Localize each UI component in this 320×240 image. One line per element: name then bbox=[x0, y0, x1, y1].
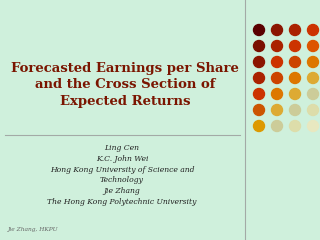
Circle shape bbox=[271, 72, 283, 84]
Circle shape bbox=[253, 56, 265, 67]
Circle shape bbox=[290, 89, 300, 100]
Circle shape bbox=[271, 24, 283, 36]
Circle shape bbox=[290, 24, 300, 36]
Circle shape bbox=[253, 120, 265, 132]
Circle shape bbox=[290, 120, 300, 132]
Circle shape bbox=[253, 104, 265, 115]
Circle shape bbox=[308, 72, 318, 84]
Circle shape bbox=[308, 41, 318, 52]
Circle shape bbox=[253, 89, 265, 100]
Circle shape bbox=[253, 72, 265, 84]
Circle shape bbox=[271, 41, 283, 52]
Circle shape bbox=[271, 104, 283, 115]
Text: Ling Cen
K.C. John Wei
Hong Kong University of Science and
Technology
Jie Zhang
: Ling Cen K.C. John Wei Hong Kong Univers… bbox=[47, 144, 197, 206]
Text: Jie Zhang, HKPU: Jie Zhang, HKPU bbox=[8, 227, 59, 232]
Circle shape bbox=[308, 24, 318, 36]
Circle shape bbox=[253, 24, 265, 36]
Circle shape bbox=[308, 89, 318, 100]
Circle shape bbox=[271, 56, 283, 67]
Circle shape bbox=[308, 56, 318, 67]
Circle shape bbox=[271, 89, 283, 100]
Circle shape bbox=[290, 41, 300, 52]
Circle shape bbox=[308, 104, 318, 115]
Circle shape bbox=[290, 72, 300, 84]
Circle shape bbox=[290, 56, 300, 67]
Text: Forecasted Earnings per Share
and the Cross Section of
Expected Returns: Forecasted Earnings per Share and the Cr… bbox=[11, 62, 239, 108]
Circle shape bbox=[290, 104, 300, 115]
Circle shape bbox=[253, 41, 265, 52]
Circle shape bbox=[271, 120, 283, 132]
Circle shape bbox=[308, 120, 318, 132]
